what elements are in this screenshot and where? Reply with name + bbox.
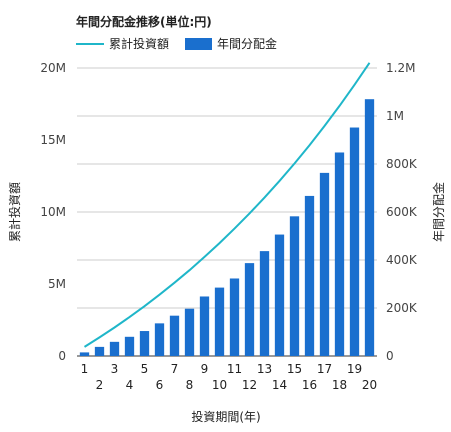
right-axis-tick-label: 600K bbox=[386, 205, 418, 219]
left-axis-ticks: 0 5M 10M 15M 20M bbox=[40, 61, 66, 363]
right-axis-ticks: 0 200K 400K 600K 800K 1M 1.2M bbox=[386, 61, 418, 363]
legend-bar-swatch bbox=[185, 38, 212, 50]
line-series-path bbox=[83, 62, 371, 348]
x-axis-tick-label: 5 bbox=[141, 362, 149, 376]
bar bbox=[319, 172, 330, 356]
bar bbox=[304, 195, 315, 356]
x-axis-tick-label: 6 bbox=[156, 378, 164, 392]
bar bbox=[154, 323, 165, 356]
legend: 累計投資額 年間分配金 bbox=[76, 36, 277, 51]
bar bbox=[184, 308, 195, 356]
left-axis-title: 累計投資額 bbox=[7, 182, 22, 242]
x-axis-tick-label: 16 bbox=[302, 378, 317, 392]
bar bbox=[214, 287, 225, 356]
x-axis-tick-label: 7 bbox=[171, 362, 179, 376]
bar-series bbox=[79, 99, 375, 357]
left-axis-tick-label: 5M bbox=[48, 277, 66, 291]
x-axis-tick-label: 9 bbox=[201, 362, 209, 376]
bar bbox=[289, 216, 300, 356]
legend-label-distribution: 年間分配金 bbox=[217, 36, 277, 51]
x-axis-tick-label: 14 bbox=[272, 378, 287, 392]
right-axis-tick-label: 200K bbox=[386, 301, 418, 315]
bar bbox=[124, 336, 135, 356]
bar bbox=[274, 234, 285, 356]
right-axis-tick-label: 1.2M bbox=[386, 61, 415, 75]
bar bbox=[94, 346, 105, 356]
bar bbox=[364, 99, 375, 356]
x-axis-title: 投資期間(年) bbox=[191, 409, 260, 424]
right-axis-tick-label: 800K bbox=[386, 157, 418, 171]
x-axis-tick-label: 13 bbox=[257, 362, 272, 376]
left-axis-tick-label: 0 bbox=[58, 349, 66, 363]
bar bbox=[229, 278, 240, 356]
right-axis-tick-label: 0 bbox=[386, 349, 394, 363]
x-axis-tick-label: 1 bbox=[81, 362, 89, 376]
x-axis-tick-label: 19 bbox=[347, 362, 362, 376]
x-axis-tick-label: 10 bbox=[212, 378, 227, 392]
bar bbox=[79, 352, 90, 356]
bar bbox=[139, 331, 150, 356]
x-axis-tick-label: 11 bbox=[227, 362, 242, 376]
bar bbox=[199, 296, 210, 356]
x-axis-tick-label: 18 bbox=[332, 378, 347, 392]
chart-title: 年間分配金推移(単位:円) bbox=[76, 14, 212, 29]
x-axis-tick-label: 20 bbox=[362, 378, 377, 392]
bar bbox=[259, 251, 270, 356]
bar bbox=[349, 127, 360, 357]
x-axis-tick-label: 17 bbox=[317, 362, 332, 376]
x-axis-tick-label: 4 bbox=[126, 378, 134, 392]
legend-label-cumulative: 累計投資額 bbox=[109, 36, 169, 51]
bar bbox=[334, 152, 345, 356]
x-axis-tick-label: 8 bbox=[186, 378, 194, 392]
line-series bbox=[83, 62, 371, 348]
left-axis-tick-label: 20M bbox=[40, 61, 66, 75]
bar bbox=[169, 315, 180, 356]
bar bbox=[109, 341, 120, 356]
left-axis-tick-label: 15M bbox=[40, 133, 66, 147]
right-axis-tick-label: 1M bbox=[386, 109, 404, 123]
gridlines bbox=[77, 67, 377, 357]
bar bbox=[244, 263, 255, 356]
x-axis-tick-label: 2 bbox=[96, 378, 104, 392]
right-axis-title: 年間分配金 bbox=[431, 182, 446, 242]
right-axis-tick-label: 400K bbox=[386, 253, 418, 267]
x-axis-tick-label: 15 bbox=[287, 362, 302, 376]
x-axis-tick-label: 3 bbox=[111, 362, 119, 376]
left-axis-tick-label: 10M bbox=[40, 205, 66, 219]
x-axis-tick-label: 12 bbox=[242, 378, 257, 392]
